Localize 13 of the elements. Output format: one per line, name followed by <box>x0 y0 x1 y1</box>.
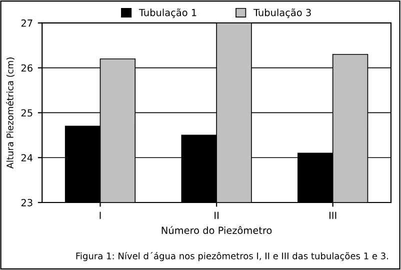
y-tick-label: 25 <box>21 109 32 117</box>
y-tick-label: 23 <box>21 198 32 206</box>
legend-label: Tubulação 3 <box>253 8 311 18</box>
x-tick-label: I <box>100 212 101 219</box>
y-axis-title: Altura Piezométrica (cm) <box>6 58 14 169</box>
x-axis-title: Número do Piezômetro <box>162 226 272 234</box>
legend-label: Tubulação 1 <box>138 8 196 18</box>
y-tick-label: 27 <box>21 19 32 27</box>
x-tick-label: III <box>329 212 336 219</box>
x-tick-label: II <box>214 212 218 219</box>
text: Figura 1: Nível d´água nos piezômetros I, II e III das tubulações 1 e 3. <box>76 252 388 262</box>
y-tick-label: 24 <box>21 154 33 162</box>
y-tick-label: 26 <box>21 64 32 72</box>
